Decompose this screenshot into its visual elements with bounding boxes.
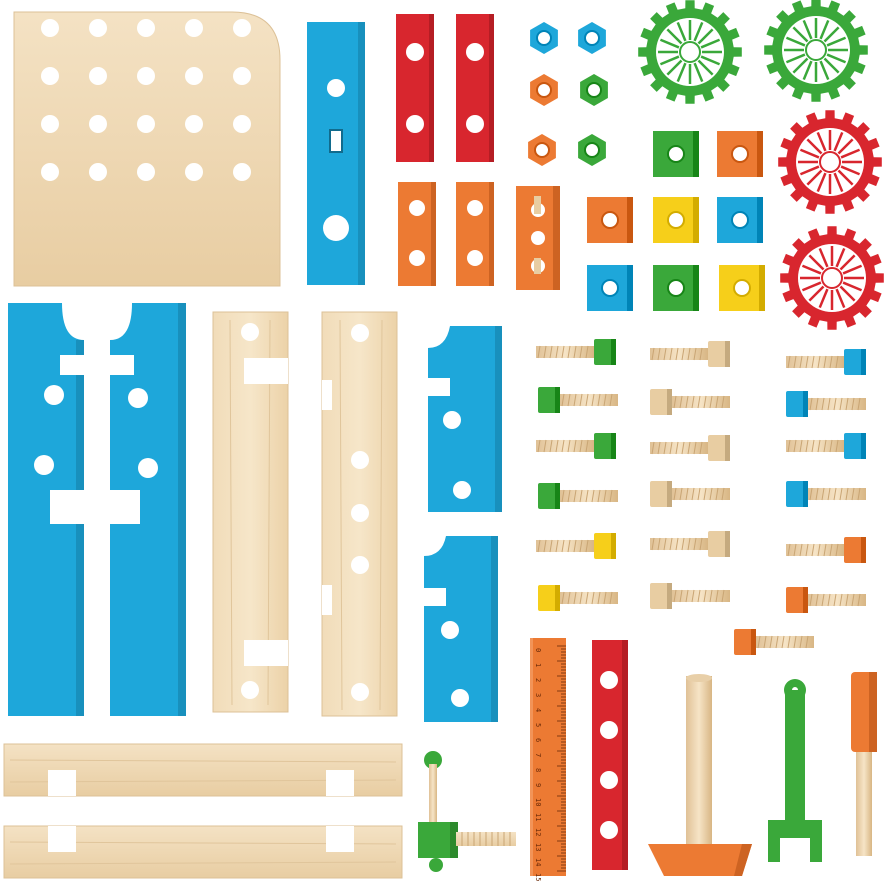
ruler-number: 7 — [534, 753, 542, 757]
pegboard-hole — [233, 115, 251, 133]
ruler-number: 0 — [534, 648, 542, 652]
gear — [638, 0, 742, 104]
square-nut — [717, 197, 763, 243]
hex-nuts — [528, 22, 608, 166]
ruler-number: 14 — [534, 858, 542, 866]
gears — [638, 0, 884, 330]
wood-planks-horizontal — [3, 743, 403, 879]
pegboard-holes — [41, 19, 251, 181]
screw — [786, 349, 866, 375]
ruler-number: 10 — [534, 798, 542, 806]
pegboard-hole — [89, 19, 107, 37]
pegboard-hole — [137, 115, 155, 133]
gear — [778, 110, 882, 214]
square-nut — [653, 131, 699, 177]
hex-nut — [578, 134, 606, 166]
blue-brackets — [424, 326, 502, 722]
gear — [764, 0, 868, 102]
hammer-tool — [648, 674, 752, 876]
screw — [650, 341, 730, 367]
square-nut — [717, 131, 763, 177]
ruler-number: 6 — [534, 738, 542, 742]
screws — [536, 339, 866, 655]
square-nut — [587, 265, 633, 311]
red-bars-pair — [396, 14, 494, 162]
screw — [538, 387, 618, 413]
ruler-number: 13 — [534, 843, 542, 851]
pegboard-hole — [233, 163, 251, 181]
pegboard-hole — [41, 163, 59, 181]
gear — [780, 226, 884, 330]
hex-nut — [580, 74, 608, 106]
screw — [536, 339, 616, 365]
wood-planks-vertical — [212, 311, 398, 717]
pegboard-hole — [233, 19, 251, 37]
ruler-number: 9 — [534, 783, 542, 787]
screw — [650, 481, 730, 507]
wrench-tool — [768, 679, 822, 862]
screw — [786, 537, 866, 563]
hex-nut — [578, 22, 606, 54]
pegboard-hole — [89, 115, 107, 133]
ruler-ticks — [557, 645, 566, 872]
screw — [786, 587, 866, 613]
blue-legs — [8, 303, 186, 716]
pegboard-hole — [137, 163, 155, 181]
screw — [650, 435, 730, 461]
pegboard-hole — [233, 67, 251, 85]
pegboard-hole — [185, 19, 203, 37]
red-bar-long — [592, 640, 628, 870]
pegboard-hole — [137, 67, 155, 85]
pegboard-hole — [185, 115, 203, 133]
ruler-number: 12 — [534, 828, 542, 836]
pegboard-hole — [185, 163, 203, 181]
pegboard-hole — [137, 19, 155, 37]
screw — [650, 389, 730, 415]
screw — [650, 531, 730, 557]
screw — [734, 629, 814, 655]
ruler-number: 2 — [534, 678, 542, 682]
ruler-number: 4 — [534, 708, 542, 712]
pegboard-hole — [89, 67, 107, 85]
ruler-number: 11 — [534, 813, 542, 821]
pegboard-hole — [185, 67, 203, 85]
screw — [536, 433, 616, 459]
ruler-number: 8 — [534, 768, 542, 772]
blue-slotted-bar — [307, 22, 365, 285]
pegboard-panel — [13, 11, 281, 287]
square-nut — [587, 197, 633, 243]
screw — [538, 483, 618, 509]
screw — [536, 533, 616, 559]
screw — [786, 481, 866, 507]
hex-nut — [530, 74, 558, 106]
screw — [538, 585, 618, 611]
hex-nut — [530, 22, 558, 54]
ruler-number: 1 — [534, 663, 542, 667]
hex-nut — [528, 134, 556, 166]
screwdriver-tool — [851, 672, 877, 856]
orange-bars — [398, 182, 560, 290]
screw — [786, 391, 866, 417]
ruler-number: 5 — [534, 723, 542, 727]
vise-clamp — [418, 751, 516, 872]
square-nut — [719, 265, 765, 311]
ruler-number: 3 — [534, 693, 542, 697]
ruler-number: 15 — [534, 873, 542, 881]
square-nuts — [587, 131, 765, 311]
pegboard-hole — [89, 163, 107, 181]
screw — [650, 583, 730, 609]
square-nut — [653, 197, 699, 243]
pegboard-hole — [41, 115, 59, 133]
screw — [786, 433, 866, 459]
pegboard-hole — [41, 19, 59, 37]
square-nut — [653, 265, 699, 311]
pegboard-hole — [41, 67, 59, 85]
